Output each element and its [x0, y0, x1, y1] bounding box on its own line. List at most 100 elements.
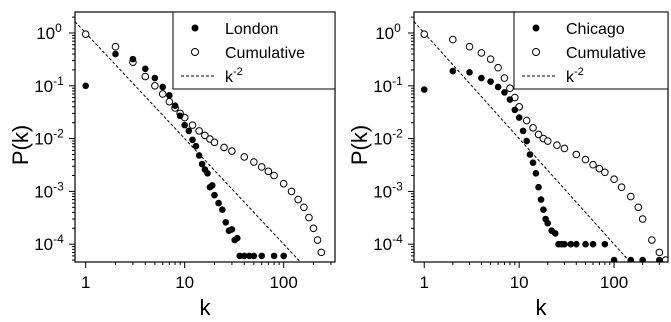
data-point-chicago — [420, 86, 428, 93]
data-point-london — [82, 82, 89, 90]
data-point-chicago — [656, 256, 663, 262]
data-point-cumulative — [264, 167, 273, 176]
data-point-london — [310, 269, 317, 276]
data-point-cumulative — [595, 164, 604, 173]
data-point-cumulative — [617, 183, 626, 192]
data-point-london — [208, 182, 216, 189]
data-point-chicago — [449, 67, 457, 75]
legend-label: k-2 — [225, 66, 243, 86]
y-tick-base: 10 — [34, 235, 53, 254]
data-point-chicago — [532, 170, 540, 177]
data-point-cumulative — [638, 215, 647, 223]
data-point-london — [151, 74, 159, 82]
data-point-chicago — [506, 96, 514, 103]
data-point-london — [171, 102, 179, 109]
data-point-london — [189, 136, 196, 144]
data-point-cumulative — [151, 82, 159, 90]
data-point-cumulative — [449, 35, 457, 44]
data-point-cumulative — [477, 49, 486, 57]
data-point-chicago — [511, 106, 519, 114]
data-point-cumulative — [610, 175, 618, 184]
data-point-cumulative — [589, 160, 597, 169]
y-axis-title: P(k) — [8, 125, 33, 165]
data-point-cumulative — [486, 55, 495, 63]
data-point-chicago — [639, 256, 646, 262]
data-point-london — [192, 142, 200, 150]
data-point-cumulative — [581, 155, 590, 164]
y-tick-base: 10 — [373, 130, 392, 149]
data-point-chicago — [487, 78, 494, 85]
legend-marker-open-circle — [191, 48, 199, 56]
data-point-chicago — [627, 256, 635, 262]
y-tick-exponent: 0 — [394, 21, 401, 35]
legend-label-exponent: -2 — [233, 66, 243, 78]
data-point-chicago — [535, 183, 542, 191]
data-point-cumulative — [220, 143, 228, 152]
data-point-london — [233, 234, 241, 242]
y-axis-title: P(k) — [347, 125, 372, 165]
data-point-chicago — [478, 74, 485, 82]
x-tick-label: 1 — [81, 273, 90, 292]
legend: London Cumulative k-2 — [172, 11, 336, 90]
data-point-london — [270, 252, 278, 260]
data-point-cumulative — [325, 269, 332, 276]
data-point-cumulative — [141, 72, 150, 81]
data-point-cumulative — [309, 224, 318, 233]
data-point-cumulative — [279, 179, 288, 188]
data-point-chicago — [519, 127, 527, 135]
y-tick-base: 10 — [34, 182, 53, 201]
data-point-london — [215, 199, 222, 207]
data-point-cumulative — [543, 137, 552, 145]
y-tick-label: 100 — [36, 21, 62, 43]
y-tick-base: 10 — [373, 77, 392, 96]
legend-marker-filled-circle — [191, 24, 199, 32]
data-point-chicago — [572, 240, 580, 248]
y-tick-label: 10-2 — [373, 127, 403, 149]
y-tick-base: 10 — [36, 24, 55, 43]
data-point-chicago — [544, 219, 552, 227]
data-point-chicago — [561, 240, 568, 248]
legend-label-base: k — [225, 69, 234, 86]
data-point-london — [211, 191, 218, 199]
legend-label-base: k — [566, 69, 575, 86]
data-point-cumulative — [529, 124, 537, 132]
data-point-london — [222, 218, 230, 226]
data-point-london — [129, 55, 137, 63]
data-point-cumulative — [560, 144, 569, 153]
y-tick-exponent: -2 — [53, 127, 64, 141]
x-axis-title: k — [536, 295, 548, 320]
data-point-chicago — [526, 151, 534, 158]
y-tick-base: 10 — [373, 235, 392, 254]
legend-marker-filled-circle — [532, 24, 540, 32]
data-point-london — [141, 65, 149, 73]
data-point-london — [181, 121, 188, 129]
y-tick-base: 10 — [34, 130, 53, 149]
data-point-london — [159, 83, 167, 91]
y-tick-label: 100 — [375, 21, 401, 43]
x-axis-title: k — [200, 295, 212, 320]
x-tick-label: 10 — [175, 273, 194, 292]
legend-label: London — [225, 21, 278, 38]
data-point-cumulative — [201, 131, 209, 140]
data-point-cumulative — [81, 30, 90, 38]
data-point-london — [176, 112, 184, 120]
data-point-chicago — [515, 114, 523, 121]
data-point-cumulative — [111, 42, 120, 51]
legend-marker-open-circle — [532, 48, 540, 56]
data-point-cumulative — [322, 261, 327, 262]
data-point-cumulative — [313, 236, 322, 244]
legend-label: Cumulative — [225, 45, 305, 62]
data-point-chicago — [582, 240, 589, 248]
data-point-cumulative — [165, 97, 174, 106]
data-point-cumulative — [294, 195, 302, 204]
data-point-london — [236, 252, 244, 260]
data-point-london — [219, 206, 226, 214]
data-point-cumulative — [522, 116, 531, 125]
data-point-cumulative — [228, 147, 236, 155]
data-point-london — [112, 50, 119, 58]
data-point-cumulative — [250, 158, 258, 166]
data-point-london — [250, 252, 258, 260]
data-point-cumulative — [210, 138, 219, 147]
y-tick-label: 10-1 — [34, 74, 64, 96]
data-point-cumulative — [634, 203, 643, 212]
